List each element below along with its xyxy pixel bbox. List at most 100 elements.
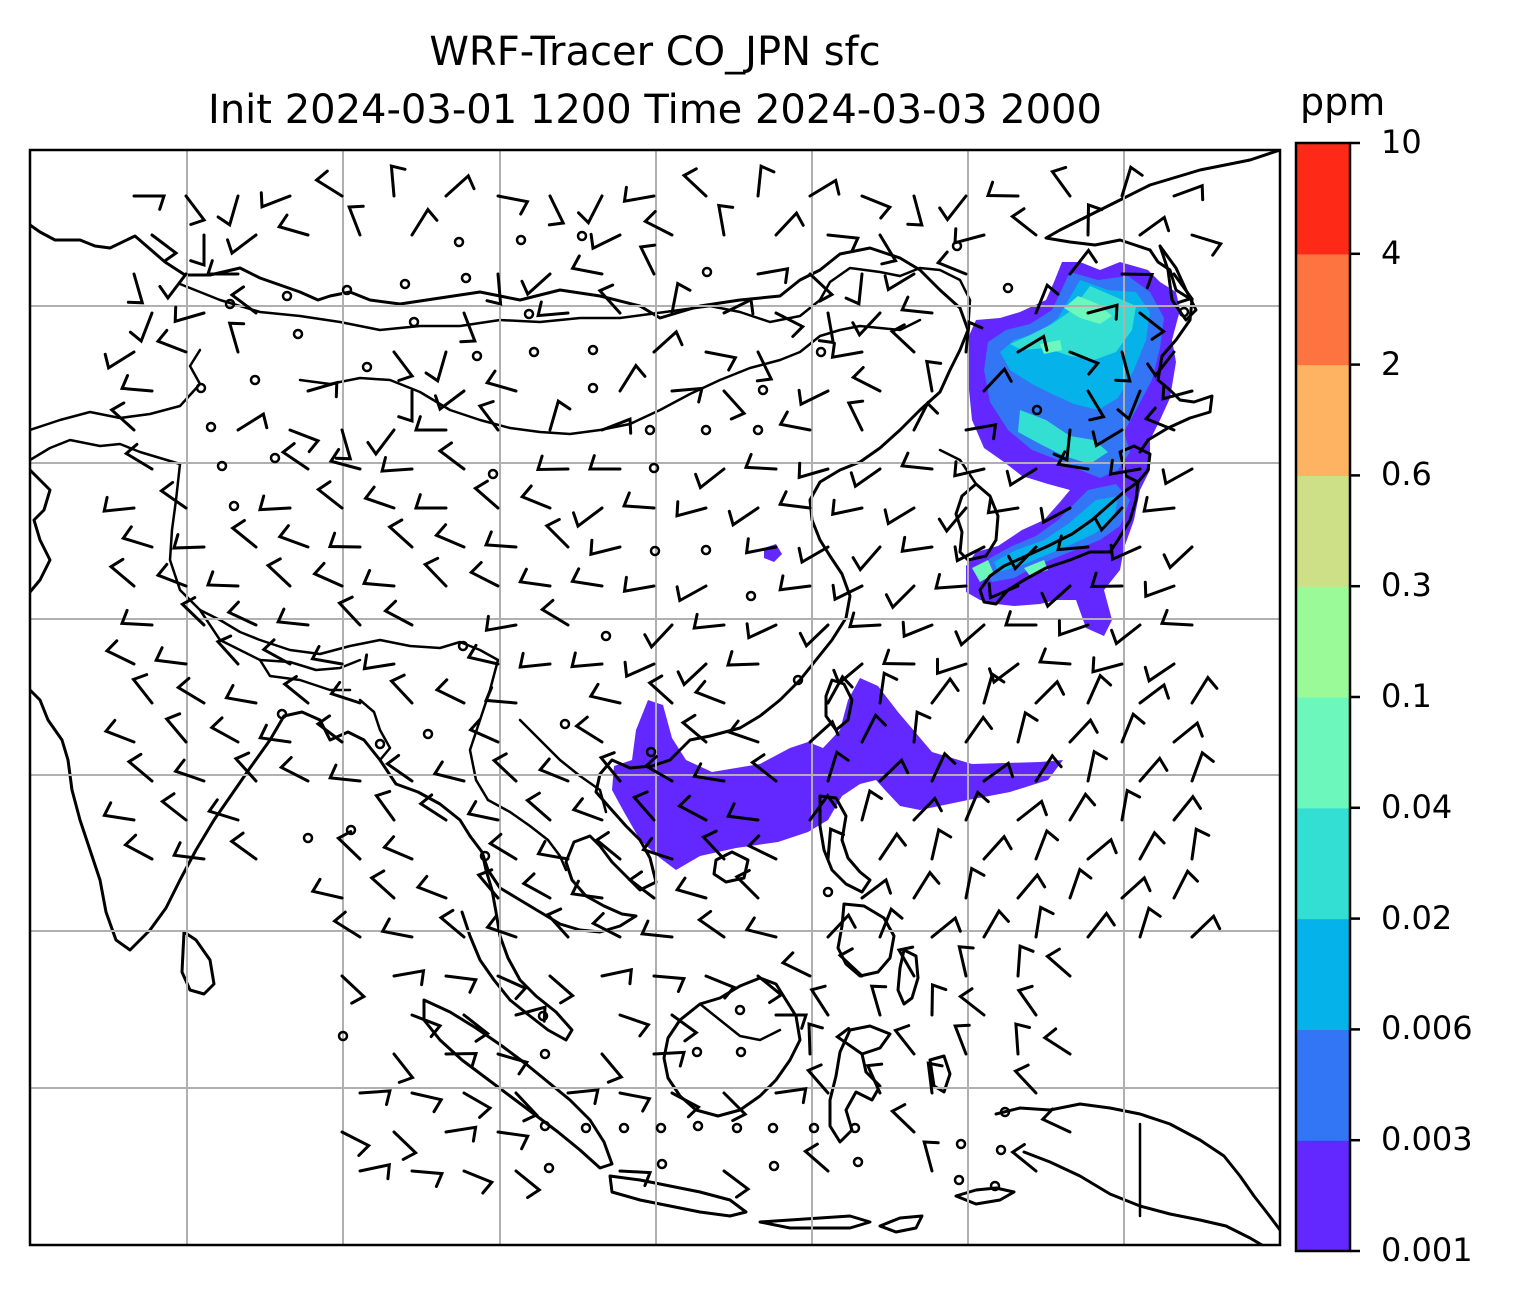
- wind-barb: [1012, 1063, 1038, 1095]
- border-india-china: [198, 608, 362, 672]
- calm-wind-marker: [361, 361, 373, 373]
- wind-barb: [899, 295, 934, 315]
- wind-barb: [315, 714, 344, 744]
- wind-barb: [676, 662, 708, 688]
- wind-barb: [424, 350, 448, 384]
- wind-barb: [1172, 868, 1199, 900]
- colorbar-bin-0: [1296, 1140, 1350, 1252]
- wind-barb: [155, 562, 188, 588]
- border-central-asia-2: [30, 438, 182, 466]
- wind-barb: [334, 428, 353, 461]
- wind-barb: [410, 1013, 443, 1039]
- wind-barb: [622, 185, 656, 204]
- wind-barb: [544, 517, 570, 549]
- wind-barb: [131, 673, 154, 705]
- wind-barb: [681, 167, 708, 198]
- wind-barb: [901, 620, 934, 639]
- calm-wind-marker: [649, 545, 661, 557]
- calm-wind-marker: [600, 630, 612, 642]
- border-nepal: [258, 658, 352, 692]
- wind-barb: [278, 756, 310, 783]
- wind-barb: [1003, 610, 1038, 627]
- coastline-halmahera: [928, 1054, 952, 1094]
- calm-wind-marker: [302, 832, 314, 844]
- wind-barb: [1034, 828, 1060, 861]
- calm-wind-marker: [224, 298, 236, 310]
- wind-barb: [150, 233, 179, 263]
- calm-wind-marker: [281, 290, 293, 302]
- wind-barb: [693, 679, 726, 705]
- wind-barb: [938, 194, 968, 223]
- wind-barb: [1086, 673, 1113, 705]
- colorbar-bin-1: [1296, 1029, 1350, 1141]
- wind-barb: [982, 366, 1013, 393]
- calm-wind-marker: [700, 544, 712, 556]
- wind-barb: [922, 1140, 940, 1173]
- colorbar-tick-label: 0.001: [1381, 1231, 1473, 1269]
- wind-barb: [413, 415, 448, 432]
- wind-barb: [547, 194, 566, 227]
- wind-barb: [226, 600, 258, 627]
- wind-barb: [310, 877, 344, 900]
- wind-barb: [126, 752, 154, 783]
- calm-wind-marker: [460, 272, 472, 284]
- wind-barb: [422, 556, 448, 588]
- wind-barb: [643, 755, 674, 783]
- wind-barb: [536, 300, 570, 318]
- wind-barb: [392, 1130, 419, 1161]
- wind-barb: [850, 366, 882, 393]
- wind-barb: [1040, 584, 1072, 609]
- calm-wind-marker: [216, 460, 228, 472]
- wind-barb: [881, 648, 916, 666]
- wind-barb: [587, 454, 622, 471]
- calm-wind-marker: [731, 1122, 743, 1134]
- wind-barb: [1120, 875, 1152, 900]
- wind-barb: [275, 607, 310, 627]
- wind-barb: [361, 569, 396, 588]
- wind-barb: [229, 285, 258, 315]
- wind-barb: [1172, 794, 1202, 822]
- wind-barb: [120, 525, 154, 549]
- calm-wind-marker: [523, 308, 535, 320]
- calm-wind-marker: [822, 886, 834, 898]
- colorbar-bin-2: [1296, 918, 1350, 1030]
- tracer-plume-japan-level-4: [1010, 286, 1136, 464]
- wind-barb: [206, 798, 240, 822]
- colorbar-tick-label: 10: [1381, 123, 1422, 161]
- wind-barb: [327, 531, 362, 549]
- colorbar-tick-label: 0.6: [1381, 455, 1432, 494]
- wind-barb: [123, 442, 154, 471]
- wind-barb: [935, 250, 968, 276]
- wind-barb: [808, 272, 835, 303]
- wind-barb: [548, 398, 572, 432]
- wind-barb: [1068, 717, 1099, 744]
- wind-barb: [1016, 710, 1039, 744]
- calm-wind-marker: [337, 1030, 349, 1042]
- wind-barb: [410, 207, 439, 237]
- calm-wind-marker: [479, 850, 491, 862]
- wind-barb: [883, 506, 916, 526]
- wind-barb: [982, 760, 1015, 783]
- wind-barb: [496, 1052, 530, 1076]
- calm-wind-marker: [700, 424, 712, 436]
- wind-barb: [953, 460, 986, 478]
- calm-wind-marker: [515, 234, 527, 246]
- wind-barb: [670, 1013, 699, 1043]
- wind-barb: [869, 984, 888, 1017]
- wind-barb: [618, 1169, 653, 1188]
- wind-barb: [1016, 943, 1035, 978]
- wind-barb: [459, 311, 477, 344]
- wind-barb: [988, 662, 1020, 685]
- wind-barb: [397, 389, 414, 424]
- wind-barb: [722, 389, 747, 421]
- wind-barb: [514, 1005, 547, 1023]
- wind-barb: [805, 1063, 830, 1095]
- coastline-lesser-sunda: [758, 1214, 924, 1234]
- wind-barb: [1190, 675, 1219, 705]
- wind-barb: [778, 574, 812, 592]
- wind-barb: [410, 1091, 444, 1114]
- wind-barb: [1086, 389, 1106, 422]
- calm-wind-marker: [656, 1158, 668, 1170]
- wind-barb: [589, 232, 622, 251]
- calm-wind-marker: [995, 1144, 1007, 1156]
